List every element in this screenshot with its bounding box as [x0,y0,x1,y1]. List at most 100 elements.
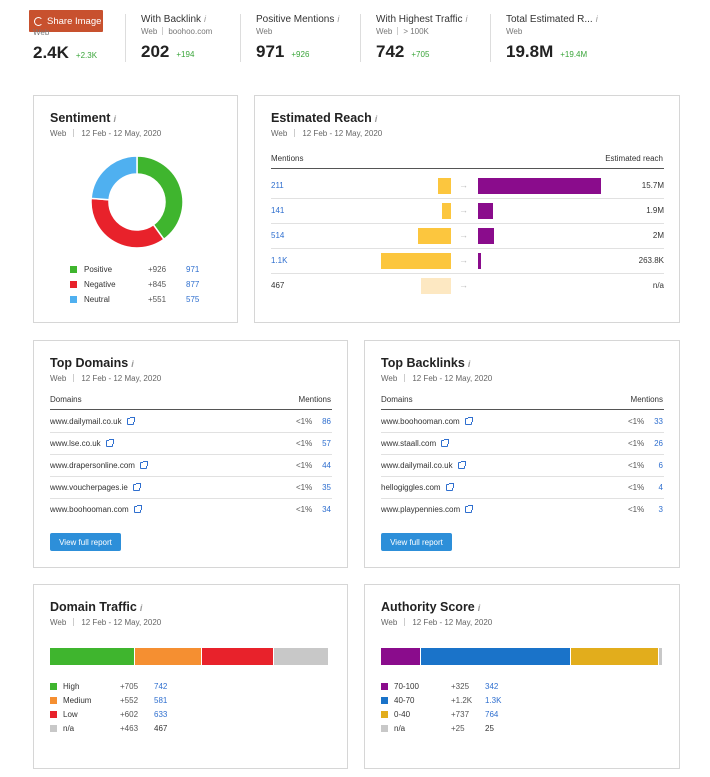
external-link-icon[interactable] [105,439,114,447]
col-mentions-header: Mentions [630,395,663,404]
swatch [50,697,57,704]
donut-slice-neutral[interactable] [90,155,138,201]
donut-slice-negative[interactable] [90,197,165,249]
reach-bar [478,228,494,244]
swatch [70,281,77,288]
domain-name[interactable]: www.drapersonline.com [50,461,135,470]
domain-name[interactable]: www.dailymail.co.uk [50,417,122,426]
table-row-domain[interactable]: www.playpennies.com [381,505,474,514]
external-link-icon[interactable] [139,461,148,469]
domain-name[interactable]: www.boohooman.com [50,505,129,514]
legend-item: Medium +552 581 [50,695,200,707]
external-link-icon[interactable] [132,483,141,491]
legend-value[interactable]: 342 [485,682,499,691]
share-percent: <1% [628,483,645,492]
external-link-icon[interactable] [133,505,142,513]
legend-value[interactable]: 1.3K [485,696,502,705]
external-link-icon[interactable] [126,417,135,425]
domain-name[interactable]: hellogiggles.com [381,483,441,492]
legend-item: 0-40 +737 764 [381,709,531,721]
legend-value[interactable]: 633 [154,710,168,719]
external-link-icon[interactable] [457,461,466,469]
table-row-domain[interactable]: www.voucherpages.ie [50,483,141,492]
mention-count[interactable]: 26 [654,439,663,448]
external-link-icon[interactable] [441,439,450,447]
domain-name[interactable]: www.boohooman.com [381,417,460,426]
external-link-icon[interactable] [464,417,473,425]
metric-title: With Backlink i [141,14,207,25]
bar-segment-70-100[interactable] [381,648,421,665]
legend-value[interactable]: 575 [186,295,200,304]
share-image-button[interactable]: Share Image [29,10,103,32]
arrow-right-icon: → [459,180,468,190]
info-icon: i [204,14,207,24]
card-subtitle: Web 12 Feb - 12 May, 2020 [381,618,493,627]
mentions-bar [421,278,451,294]
swatch [381,711,388,718]
table-row-domain[interactable]: www.boohooman.com [50,505,142,514]
mention-count[interactable]: 44 [322,461,331,470]
bar-segment-40-70[interactable] [420,648,571,665]
mention-count[interactable]: 57 [322,439,331,448]
legend-item: Low +602 633 [50,709,200,721]
metric-divider [125,14,126,62]
view-full-report-button[interactable]: View full report [381,533,452,551]
mention-count[interactable]: 86 [322,417,331,426]
card-subtitle: Web 12 Feb - 12 May, 2020 [50,129,162,138]
reach-mentions-value[interactable]: 514 [271,231,285,240]
domain-name[interactable]: www.playpennies.com [381,505,461,514]
authority-stacked-bar [381,648,662,665]
mention-count[interactable]: 35 [322,483,331,492]
metric-with-backlink: With Backlink i Web boohoo.com 202 +194 [141,14,212,62]
bar-segment-n-a[interactable] [274,648,328,665]
table-row-domain[interactable]: www.lse.co.uk [50,439,114,448]
bar-segment-high[interactable] [50,648,136,665]
legend-label: n/a [394,724,406,733]
legend-delta: +737 [451,710,470,719]
metric-value: 2.4K [33,43,69,62]
domain-name[interactable]: www.voucherpages.ie [50,483,128,492]
bar-segment-n-a[interactable] [659,648,662,665]
mention-count[interactable]: 4 [658,483,663,492]
share-percent: <1% [296,439,313,448]
domain-name[interactable]: www.lse.co.uk [50,439,101,448]
header-divider [271,168,664,169]
table-row-domain[interactable]: hellogiggles.com [381,483,454,492]
reach-mentions-value[interactable]: 211 [271,181,284,190]
legend-value: 467 [154,724,168,733]
legend-value[interactable]: 971 [186,265,200,274]
domain-name[interactable]: www.staall.com [381,439,437,448]
donut-slice-positive[interactable] [136,155,184,241]
mention-count[interactable]: 6 [658,461,663,470]
external-link-icon[interactable] [465,505,474,513]
row-divider [50,454,332,455]
table-row-domain[interactable]: www.dailymail.co.uk [50,417,135,426]
legend-value[interactable]: 764 [485,710,499,719]
metric-delta: +194 [176,50,195,59]
metric-delta: +705 [411,50,430,59]
row-divider [50,432,332,433]
domain-name[interactable]: www.dailymail.co.uk [381,461,453,470]
bar-segment-medium[interactable] [135,648,202,665]
legend-value[interactable]: 742 [154,682,168,691]
mention-count[interactable]: 34 [322,505,331,514]
reach-mentions-value[interactable]: 1.1K [271,256,288,265]
table-row-domain[interactable]: www.staall.com [381,439,450,448]
mentions-bar [418,228,451,244]
table-row-domain[interactable]: www.drapersonline.com [50,461,148,470]
external-link-icon[interactable] [445,483,454,491]
legend-value[interactable]: 877 [186,280,200,289]
table-row-domain[interactable]: www.dailymail.co.uk [381,461,466,470]
reach-value: 2M [652,231,664,240]
bar-segment-0-40[interactable] [570,648,660,665]
mention-count[interactable]: 33 [654,417,663,426]
bar-segment-low[interactable] [201,648,275,665]
legend-label: 40-70 [394,696,415,705]
legend-value[interactable]: 581 [154,696,168,705]
mention-count[interactable]: 3 [658,505,663,514]
card-subtitle: Web 12 Feb - 12 May, 2020 [50,618,162,627]
reach-mentions-value[interactable]: 141 [271,206,285,215]
table-row-domain[interactable]: www.boohooman.com [381,417,473,426]
legend-delta: +845 [148,280,167,289]
view-full-report-button[interactable]: View full report [50,533,121,551]
